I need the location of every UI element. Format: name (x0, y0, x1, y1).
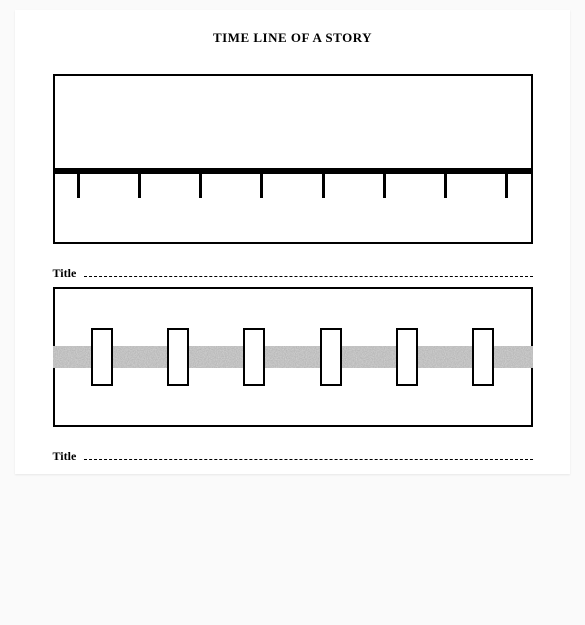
timeline-box-marker (396, 328, 418, 386)
timeline-ruler-panel (53, 74, 533, 244)
timeline-tick (322, 174, 325, 198)
title-label: Title (53, 449, 77, 464)
timeline-tick (444, 174, 447, 198)
timeline-tick (138, 174, 141, 198)
timeline-tick (260, 174, 263, 198)
timeline-tick (199, 174, 202, 198)
timeline-tick (505, 174, 508, 198)
timeline-box-marker (472, 328, 494, 386)
timeline-boxes-panel (53, 287, 533, 427)
timeline-box-marker (91, 328, 113, 386)
timeline-axis (53, 168, 533, 174)
title-row-2: Title (53, 449, 533, 464)
title-blank-line[interactable] (84, 276, 532, 277)
title-row-1: Title (53, 266, 533, 281)
title-blank-line[interactable] (84, 459, 532, 460)
timeline-box-marker (167, 328, 189, 386)
timeline-box-marker (320, 328, 342, 386)
panel-group: Title Title (53, 74, 533, 464)
timeline-noise-bar (53, 346, 533, 368)
timeline-tick (383, 174, 386, 198)
page-title: TIME LINE OF A STORY (15, 30, 570, 46)
worksheet-page: TIME LINE OF A STORY Title Title (15, 10, 570, 474)
title-label: Title (53, 266, 77, 281)
timeline-box-marker (243, 328, 265, 386)
timeline-tick (77, 174, 80, 198)
